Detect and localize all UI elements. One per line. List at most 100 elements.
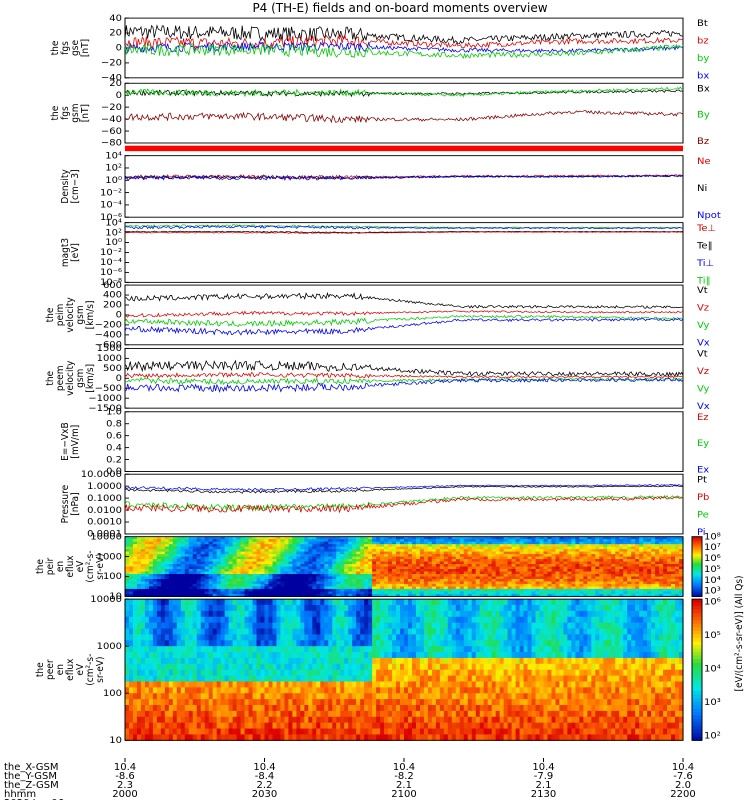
spectrogram-cell bbox=[467, 546, 473, 550]
spectrogram-cell bbox=[196, 583, 202, 587]
spectrogram-cell bbox=[671, 576, 676, 580]
spectrogram-cell bbox=[583, 593, 588, 597]
spectrogram-cell bbox=[539, 556, 545, 560]
spectrogram-cell bbox=[388, 566, 393, 570]
spectrogram-cell bbox=[252, 569, 258, 573]
spectrogram-cell bbox=[451, 546, 457, 550]
spectrogram-cell bbox=[240, 669, 246, 677]
spectrogram-cell bbox=[328, 663, 333, 671]
spectrogram-cell bbox=[647, 546, 652, 550]
spectrogram-cell bbox=[228, 588, 234, 592]
spectrogram-cell bbox=[575, 556, 580, 560]
spectrogram-cell bbox=[635, 549, 640, 553]
spectrogram-cell bbox=[168, 599, 174, 606]
spectrogram-cell bbox=[232, 588, 238, 592]
spectrogram-cell bbox=[595, 561, 600, 565]
spectrogram-cell bbox=[176, 559, 182, 563]
spectrogram-cell bbox=[348, 581, 353, 585]
spectrogram-cell bbox=[128, 573, 134, 578]
spectrogram-cell bbox=[388, 586, 393, 590]
spectrogram-cell bbox=[128, 710, 134, 718]
spectrogram-cell bbox=[164, 716, 170, 724]
spectrogram-cell bbox=[136, 675, 142, 683]
spectrogram-cell bbox=[156, 564, 162, 568]
spectrogram-cell bbox=[300, 564, 305, 568]
spectrogram-cell bbox=[519, 556, 525, 560]
spectrogram-cell bbox=[296, 693, 301, 700]
spectrogram-cell bbox=[639, 544, 644, 548]
spectrogram-cell bbox=[172, 663, 178, 671]
spectrogram-cell bbox=[276, 716, 282, 724]
spectrogram-cell bbox=[332, 675, 337, 683]
spectrogram-cell bbox=[567, 566, 572, 570]
spectrogram-cell bbox=[148, 652, 154, 659]
spectrogram-cell bbox=[280, 569, 286, 573]
spectrogram-cell bbox=[288, 669, 293, 677]
spectrogram-cell bbox=[364, 559, 369, 563]
spectrogram-cell bbox=[607, 591, 612, 595]
spectrogram-cell bbox=[372, 561, 377, 565]
spectrogram-cell bbox=[144, 734, 150, 741]
spectrogram-cell bbox=[352, 566, 357, 570]
spectrogram-cell bbox=[256, 539, 262, 543]
spectrogram-cell bbox=[356, 549, 361, 553]
spectrogram-cell bbox=[380, 566, 385, 570]
spectrogram-cell bbox=[240, 593, 246, 597]
spectrogram-cell bbox=[140, 610, 146, 618]
spectrogram-cell bbox=[188, 722, 194, 730]
spectrogram-cell bbox=[264, 571, 270, 575]
spectrogram-cell bbox=[659, 541, 664, 545]
spectrogram-cell bbox=[236, 544, 242, 548]
spectrogram-cell bbox=[256, 687, 262, 694]
spectrogram-cell bbox=[264, 554, 270, 558]
spectrogram-cell bbox=[427, 581, 433, 585]
spectrogram-cell bbox=[296, 646, 301, 653]
spectrogram-cell bbox=[651, 581, 656, 585]
spectrogram-cell bbox=[256, 559, 262, 563]
spectrogram-cell bbox=[180, 566, 186, 570]
spectrogram-cell bbox=[344, 544, 349, 548]
spectrogram-cell bbox=[148, 681, 154, 688]
spectrogram-cell bbox=[268, 652, 274, 659]
spectrogram-cell bbox=[364, 578, 369, 583]
spectrogram-cell bbox=[336, 549, 341, 553]
spectrogram-cell bbox=[148, 564, 154, 568]
spectrogram-cell bbox=[292, 554, 297, 558]
spectrogram-cell bbox=[507, 556, 513, 560]
spectrogram-cell bbox=[639, 554, 644, 558]
spectrogram-cell bbox=[136, 554, 142, 558]
spectrogram-cell bbox=[400, 551, 405, 555]
spectrogram-cell bbox=[180, 591, 186, 595]
spectrogram-cell bbox=[599, 588, 604, 592]
spectrogram-cell bbox=[148, 573, 154, 578]
spectrogram-cell bbox=[172, 578, 178, 583]
spectrogram-cell bbox=[332, 578, 337, 583]
spectrogram-cell bbox=[316, 588, 321, 592]
spectrogram-cell bbox=[196, 722, 202, 730]
panel-temperature-ytick: 10⁻⁴ bbox=[100, 258, 122, 268]
spectrogram-cell bbox=[228, 559, 234, 563]
spectrogram-cell bbox=[276, 599, 282, 606]
spectrogram-cell bbox=[320, 722, 325, 730]
spectrogram-cell bbox=[352, 588, 357, 592]
spectrogram-cell bbox=[407, 591, 413, 595]
spectrogram-cell bbox=[148, 551, 154, 555]
spectrogram-cell bbox=[619, 544, 624, 548]
spectrogram-cell bbox=[539, 593, 545, 597]
spectrogram-cell bbox=[160, 599, 166, 606]
spectrogram-cell bbox=[292, 561, 297, 565]
spectrogram-cell bbox=[599, 554, 604, 558]
spectrogram-cell bbox=[212, 573, 218, 578]
spectrogram-cell bbox=[667, 588, 672, 592]
spectrogram-cell bbox=[312, 551, 317, 555]
spectrogram-cell bbox=[212, 549, 218, 553]
spectrogram-cell bbox=[384, 541, 389, 545]
spectrogram-cell bbox=[419, 564, 425, 568]
spectrogram-cell bbox=[404, 564, 409, 568]
spectrogram-cell bbox=[324, 628, 329, 635]
spectrogram-cell bbox=[196, 681, 202, 688]
spectrogram-cell bbox=[252, 541, 258, 545]
spectrogram-cell bbox=[328, 588, 333, 592]
spectrogram-cell bbox=[284, 657, 290, 665]
